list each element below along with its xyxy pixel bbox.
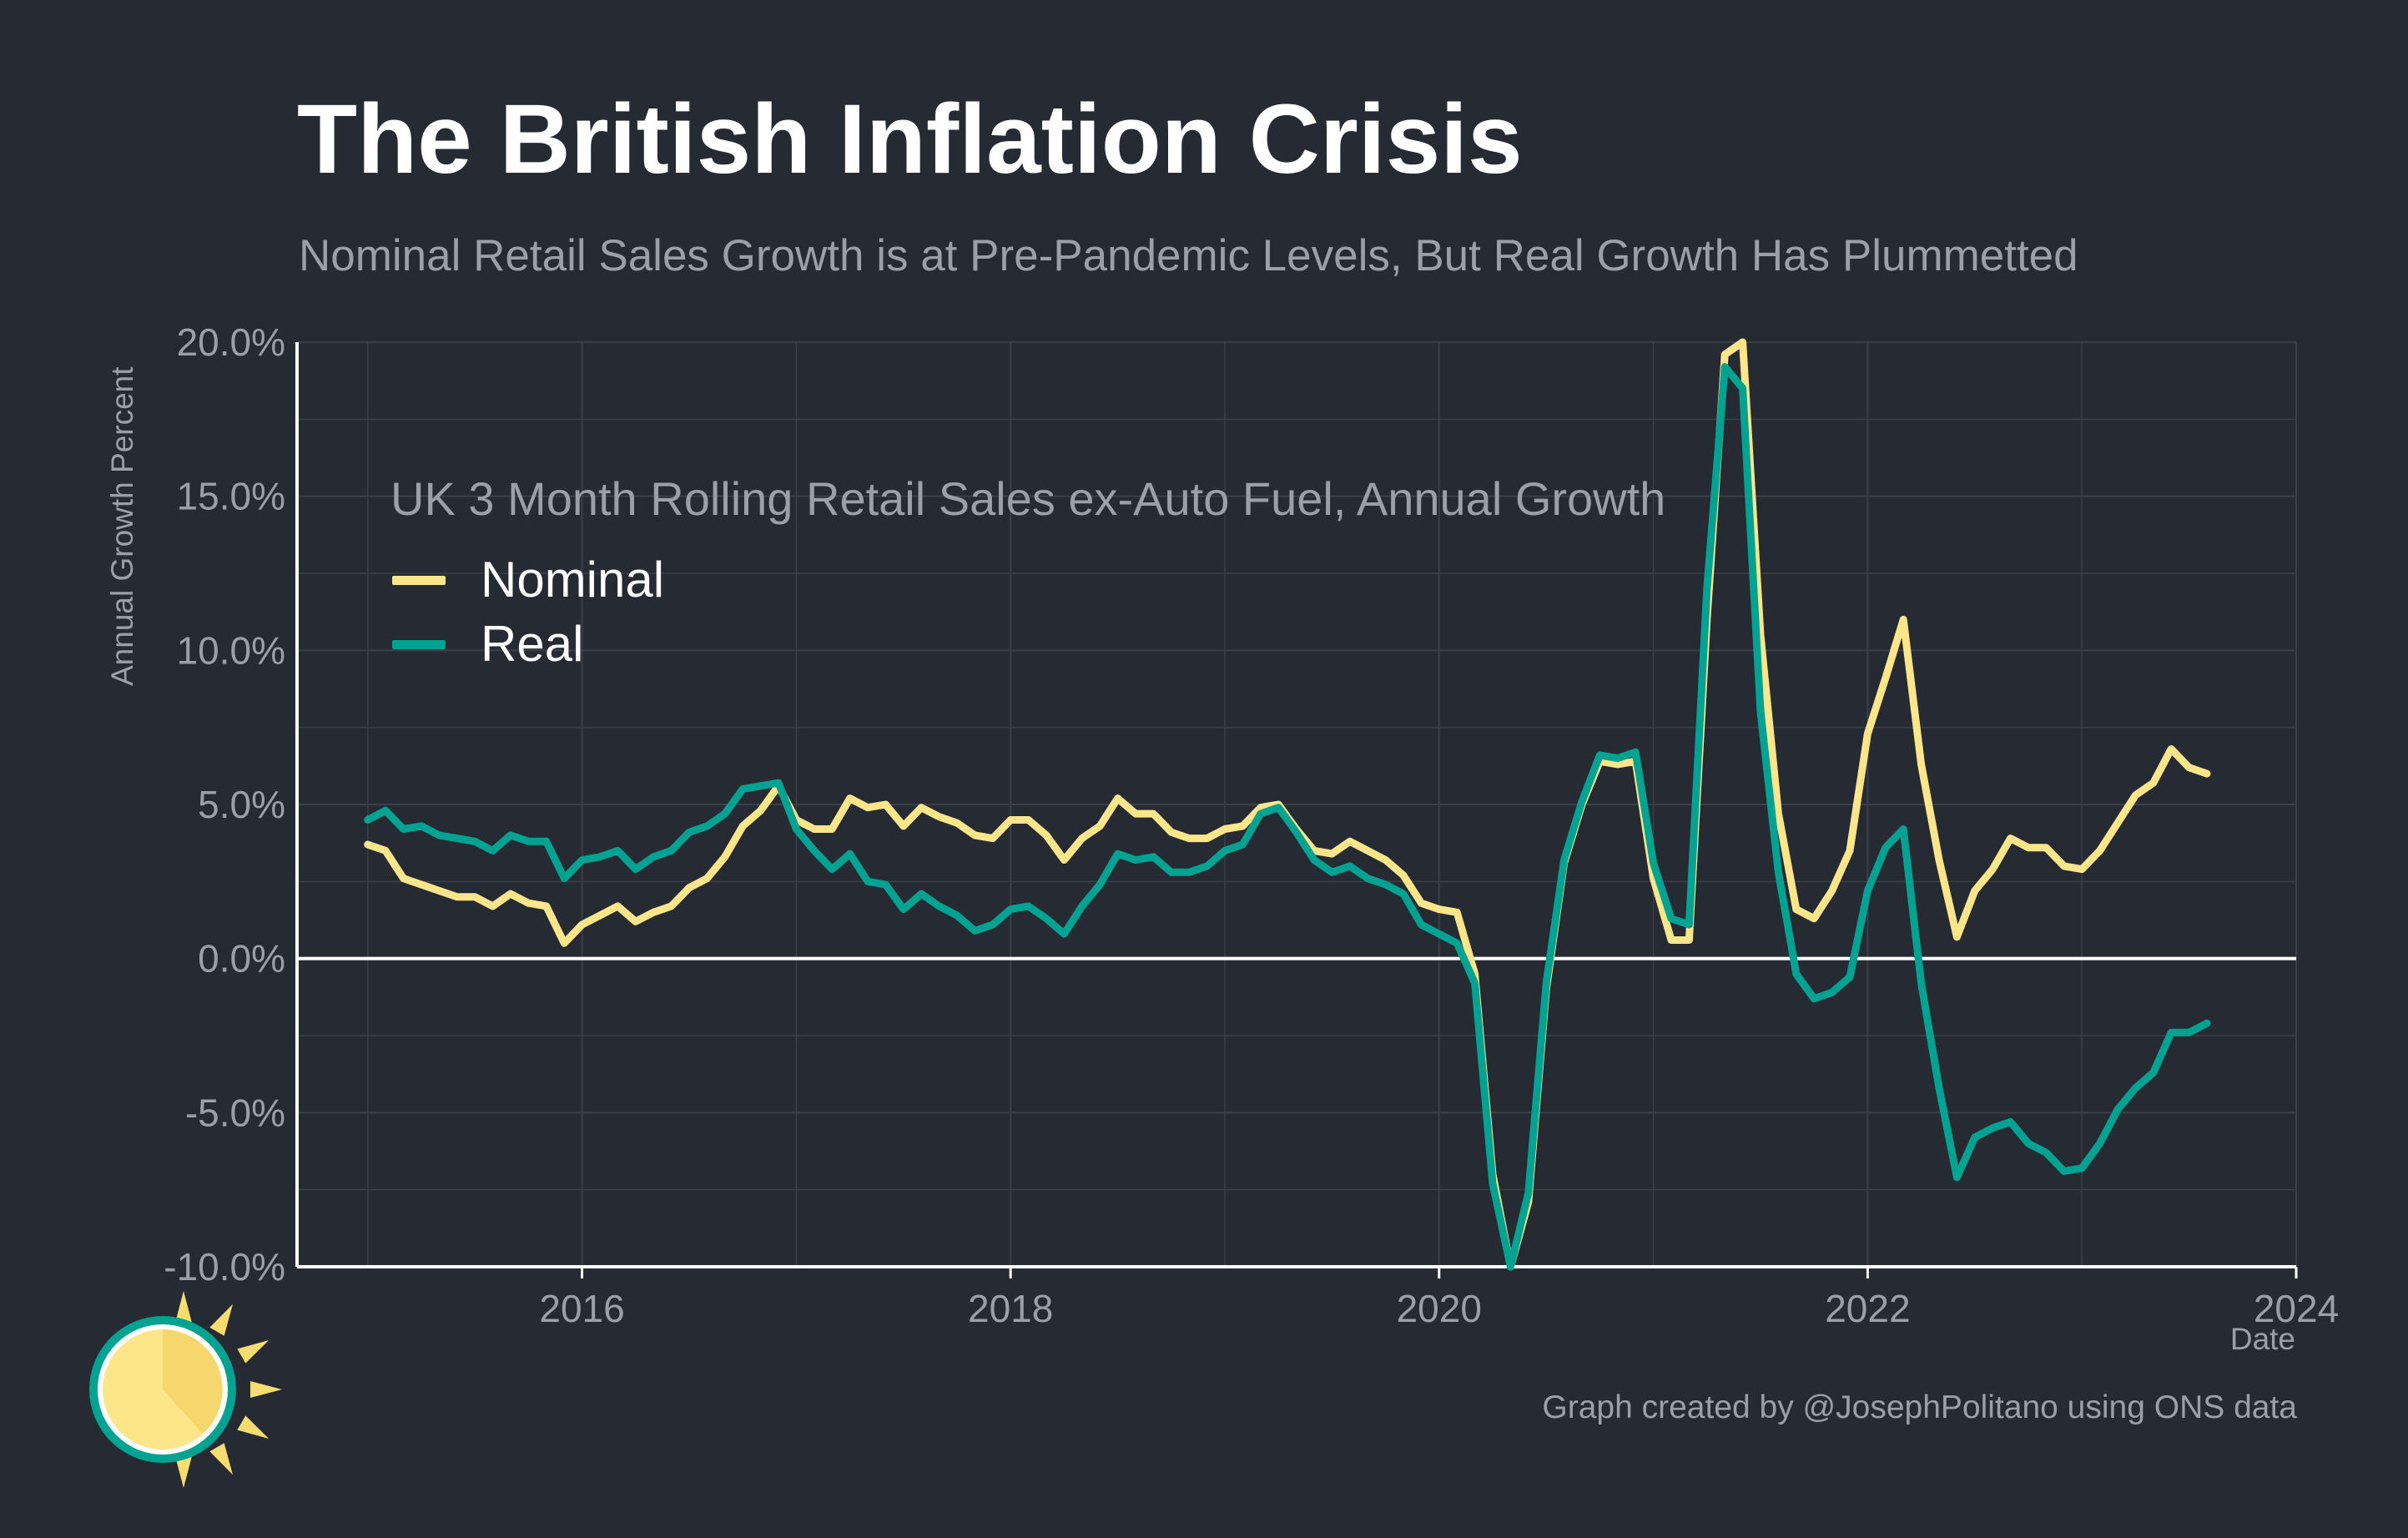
source-credit: Graph created by @JosephPolitano using O… xyxy=(1542,1389,2297,1425)
x-tick-label: 2018 xyxy=(968,1287,1053,1330)
sun-icon xyxy=(89,1291,282,1488)
x-axis-label: Date xyxy=(2229,1322,2295,1356)
x-tick-label: 2016 xyxy=(539,1287,624,1330)
chart-title: The British Inflation Crisis xyxy=(297,84,1523,194)
legend-label-nominal: Nominal xyxy=(481,552,665,608)
legend-item-real: Real xyxy=(392,619,583,669)
x-tick-label: 2020 xyxy=(1397,1287,1482,1330)
y-tick-label: -5.0% xyxy=(185,1091,285,1134)
tick-labels: -10.0% -5.0% 0.0% 5.0% 10.0% 15.0% 20.0% 2016 20… xyxy=(164,320,2339,1330)
x-tick-label: 2022 xyxy=(1825,1287,1910,1330)
y-tick-label: 10.0% xyxy=(177,628,285,672)
legend-title: UK 3 Month Rolling Retail Sales ex-Auto … xyxy=(390,472,1666,525)
y-tick-label: 0.0% xyxy=(198,937,285,981)
legend-swatch-real xyxy=(392,639,446,649)
chart-subtitle: Nominal Retail Sales Growth is at Pre-Pa… xyxy=(299,231,2078,280)
legend-swatch-nominal xyxy=(392,575,446,585)
legend-item-nominal: Nominal xyxy=(392,555,664,605)
series-line-real xyxy=(364,363,2211,1271)
y-tick-label: 5.0% xyxy=(198,783,285,826)
legend-label-real: Real xyxy=(481,616,584,672)
y-axis-label: Annual Growth Percent xyxy=(105,366,139,686)
y-tick-label: -10.0% xyxy=(164,1245,285,1288)
series-lines xyxy=(364,338,2211,1271)
y-tick-label: 15.0% xyxy=(177,475,285,518)
x-tick-label: 2024 xyxy=(2254,1287,2339,1330)
gridlines xyxy=(297,341,2297,1268)
axes xyxy=(295,342,2298,1278)
y-tick-label: 20.0% xyxy=(177,320,285,364)
